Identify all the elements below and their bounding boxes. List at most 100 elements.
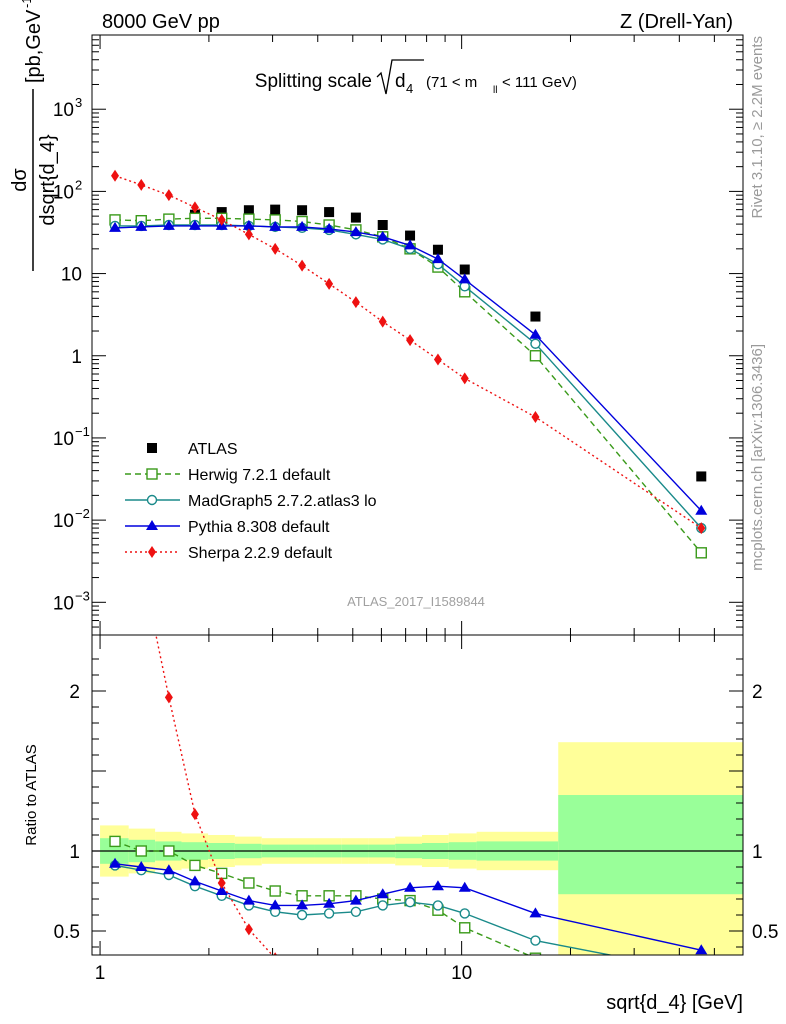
ratio-y-tick-label: 1: [69, 842, 80, 863]
pythia-point: [109, 221, 122, 232]
madgraph-point: [350, 906, 362, 917]
atlas-point: [696, 471, 707, 482]
legend: ATLAS Herwig 7.2.1 default MadGraph5 2.7.2…: [125, 441, 377, 562]
legend-label: ATLAS: [188, 441, 238, 458]
atlas-point: [216, 207, 227, 218]
madgraph-point: [530, 935, 541, 946]
y-tick-exp: −2: [75, 506, 90, 521]
y-tick-label: 10 −1: [53, 424, 90, 450]
ratio-y-tick-label: 0.5: [54, 922, 80, 943]
herwig-point: [189, 859, 201, 872]
pythia-point: [695, 504, 708, 515]
sherpa-point: [273, 952, 278, 955]
pythia-point: [188, 219, 201, 230]
y-tick-base: 10: [53, 100, 74, 121]
ylabel-denominator: dsqrt{d_4}: [37, 134, 59, 226]
title-range-sub: ll: [493, 85, 497, 96]
sherpa-point: [378, 315, 387, 328]
analysis-id: ATLAS_2017_I1589844: [347, 594, 485, 609]
y-tick-base: 10: [53, 182, 74, 203]
sherpa-point: [460, 372, 469, 385]
herwig-point: [109, 835, 121, 848]
sherpa-point: [244, 228, 253, 241]
atlas-point: [243, 205, 254, 216]
legend-marker: [147, 443, 157, 453]
herwig-point: [459, 922, 471, 934]
y-tick-base: 10: [53, 429, 74, 450]
title-sub: d: [395, 71, 406, 92]
pythia-point: [349, 226, 362, 237]
sherpa-point: [137, 178, 146, 191]
pythia-point: [162, 219, 175, 230]
y-tick-label: 10 −3: [53, 588, 90, 614]
legend-label: MadGraph5 2.7.2.atlas3 lo: [188, 493, 377, 510]
herwig-point: [269, 885, 281, 897]
y-tick-exp: 2: [75, 177, 82, 192]
madgraph-point: [323, 908, 335, 919]
sherpa-point: [406, 997, 414, 1009]
ratio-y-tick-label: 2: [69, 682, 80, 703]
y-tick-base: 10: [61, 265, 82, 286]
y-tick-exp: −3: [75, 588, 90, 603]
sherpa-point: [190, 808, 199, 821]
sherpa-point: [531, 995, 539, 1007]
pythia-point: [188, 875, 201, 886]
sherpa-point: [352, 990, 360, 1002]
x-axis-label: sqrt{d_4} [GeV]: [606, 992, 743, 1014]
herwig-point: [243, 877, 255, 889]
pythia-point: [215, 885, 228, 895]
ylabel-numerator: dσ: [9, 168, 31, 192]
legend-marker: [146, 494, 158, 506]
herwig-line: [114, 840, 530, 955]
legend-label: Pythia 8.308 default: [188, 519, 330, 536]
ratio-y-tick-label-right: 1: [752, 842, 763, 863]
sherpa-point: [271, 242, 280, 255]
pythia-point: [323, 897, 336, 908]
pythia-point: [376, 230, 389, 241]
title-main: Splitting scale: [255, 71, 372, 92]
y-tick-label: 10 3: [53, 95, 82, 121]
rivet-label: Rivet 3.1.10, ≥ 2.2M events: [749, 36, 766, 219]
legend-label: Sherpa 2.2.9 default: [188, 545, 333, 562]
sherpa-point: [190, 201, 199, 214]
herwig-point: [296, 890, 308, 902]
pythia-point: [269, 220, 282, 231]
sherpa-point: [325, 984, 333, 996]
band-inner-bin: [558, 795, 743, 895]
y-tick-label: 10 2: [53, 177, 82, 203]
madgraph-point: [697, 968, 706, 977]
pythia-point: [323, 222, 336, 233]
herwig-point: [135, 845, 147, 857]
herwig-point: [529, 350, 542, 362]
pythia-point: [529, 907, 542, 918]
sherpa-point: [379, 994, 387, 1006]
ylabel-unit: [pb,GeV: [23, 9, 45, 83]
x-tick-label: 1: [95, 963, 106, 984]
x-tick-label: 10: [451, 963, 472, 984]
madgraph-point: [377, 900, 388, 911]
pythia-point: [269, 899, 282, 910]
pythia-point: [135, 220, 148, 231]
ratio-y-tick-label-right: 2: [752, 682, 763, 703]
lower-frame: [91, 634, 744, 956]
madgraph-point: [296, 909, 308, 921]
pythia-point: [529, 328, 542, 339]
pythia-point: [109, 857, 122, 868]
sherpa-line: [114, 175, 702, 529]
herwig-point: [529, 952, 542, 955]
pythia-point: [458, 273, 471, 284]
title-sub-index: 4: [406, 81, 413, 96]
title-range-post: < 111 GeV): [502, 74, 577, 91]
y-tick-base: 10: [53, 511, 74, 532]
sherpa-line: [155, 635, 274, 955]
pythia-line: [114, 863, 702, 951]
sherpa-point: [697, 967, 705, 979]
sqrt-symbol: [376, 59, 424, 95]
sherpa-point: [164, 189, 173, 202]
legend-marker: [148, 546, 156, 558]
pythia-line: [114, 225, 702, 512]
madgraph-line: [115, 224, 702, 529]
y-tick-label: 1: [71, 347, 82, 368]
pythia-point: [135, 861, 148, 871]
